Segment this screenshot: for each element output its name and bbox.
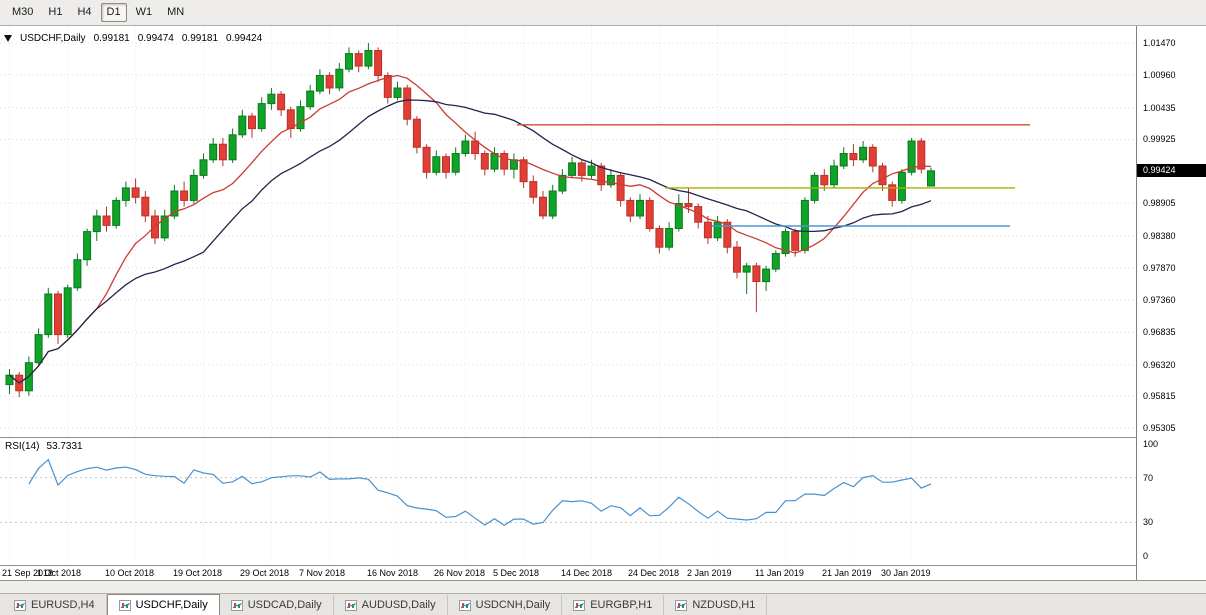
price-axis-label: 0.95305 bbox=[1143, 423, 1176, 433]
timeframe-button-h1[interactable]: H1 bbox=[42, 3, 68, 22]
rsi-grid bbox=[0, 438, 1136, 565]
date-axis-label: 2 Jan 2019 bbox=[687, 568, 732, 578]
rsi-line bbox=[28, 458, 932, 527]
price-axis-label: 0.99925 bbox=[1143, 134, 1176, 144]
tab-usdchf-daily[interactable]: USDCHF,Daily bbox=[106, 594, 220, 615]
rsi-axis-label: 100 bbox=[1143, 439, 1159, 449]
moving-average-line bbox=[9, 99, 932, 384]
price-axis-label: 1.00435 bbox=[1143, 103, 1176, 113]
tab-label: NZDUSD,H1 bbox=[692, 599, 756, 611]
tab-label: EURGBP,H1 bbox=[590, 599, 653, 611]
tab-eurgbp-h1[interactable]: EURGBP,H1 bbox=[562, 595, 665, 615]
rsi-value: 53.7331 bbox=[46, 441, 83, 452]
chart-ohlc-header: USDCHF,Daily 0.99181 0.99474 0.99181 0.9… bbox=[4, 33, 262, 44]
price-axis-label: 0.96835 bbox=[1143, 327, 1176, 337]
close-value: 0.99424 bbox=[226, 33, 263, 44]
symbol-label: USDCHF,Daily bbox=[20, 33, 86, 44]
chart-window: USDCHF,Daily 0.99181 0.99474 0.99181 0.9… bbox=[0, 26, 1206, 581]
mini-chart-icon bbox=[14, 599, 26, 611]
date-axis-label: 1 Oct 2018 bbox=[37, 568, 82, 578]
current-price-badge: 0.99424 bbox=[1137, 164, 1206, 177]
timeframe-button-mn[interactable]: MN bbox=[161, 3, 190, 22]
timeframe-button-h4[interactable]: H4 bbox=[71, 3, 97, 22]
chart-tabs-bar: EURUSD,H4 USDCHF,Daily USDCAD,Daily AUDU… bbox=[0, 593, 1206, 615]
tab-label: EURUSD,H4 bbox=[31, 599, 95, 611]
mini-chart-icon bbox=[675, 599, 688, 611]
mini-chart-icon bbox=[230, 599, 243, 611]
tab-eurusd-h4[interactable]: EURUSD,H4 bbox=[3, 595, 107, 615]
horizontal-line-objects bbox=[517, 124, 1030, 227]
price-axis-label: 0.95815 bbox=[1143, 391, 1176, 401]
price-axis-label: 0.96320 bbox=[1143, 360, 1176, 370]
date-axis-label: 7 Nov 2018 bbox=[299, 568, 346, 578]
bottom-strip bbox=[0, 581, 1206, 593]
date-axis-label: 29 Oct 2018 bbox=[240, 568, 290, 578]
tab-label: USDCHF,Daily bbox=[135, 599, 208, 611]
price-axis-label: 0.98380 bbox=[1143, 231, 1176, 241]
price-grid bbox=[0, 26, 1136, 437]
date-axis-label: 14 Dec 2018 bbox=[561, 568, 613, 578]
price-axis-label: 1.00960 bbox=[1143, 70, 1176, 80]
rsi-name: RSI(14) bbox=[5, 441, 40, 452]
tab-audusd-daily[interactable]: AUDUSD,Daily bbox=[334, 595, 448, 615]
date-axis-label: 21 Sep 2018 bbox=[2, 568, 54, 578]
rsi-indicator-header: RSI(14) 53.7331 bbox=[5, 441, 83, 452]
price-axis-label: 1.01470 bbox=[1143, 38, 1176, 48]
date-axis-label: 26 Nov 2018 bbox=[434, 568, 486, 578]
mini-chart-icon bbox=[118, 599, 131, 611]
price-chart-canvas[interactable] bbox=[0, 26, 1136, 437]
tab-label: USDCAD,Daily bbox=[247, 599, 322, 611]
chart-marker-icon bbox=[4, 35, 12, 42]
moving-average-line bbox=[9, 74, 932, 384]
date-axis-label: 10 Oct 2018 bbox=[105, 568, 155, 578]
price-axis-label: 0.98905 bbox=[1143, 198, 1176, 208]
date-axis-label: 5 Dec 2018 bbox=[493, 568, 540, 578]
rsi-axis-label: 70 bbox=[1143, 473, 1154, 483]
rsi-axis-label: 0 bbox=[1143, 551, 1149, 561]
tab-usdcad-daily[interactable]: USDCAD,Daily bbox=[220, 595, 334, 615]
date-axis-label: 19 Oct 2018 bbox=[173, 568, 223, 578]
candles-layer bbox=[5, 43, 935, 398]
price-axis-label: 0.97870 bbox=[1143, 263, 1176, 273]
timeframe-button-m30[interactable]: M30 bbox=[6, 3, 39, 22]
mini-chart-icon bbox=[573, 599, 586, 611]
timeframe-button-w1[interactable]: W1 bbox=[130, 3, 159, 22]
pane-separator[interactable] bbox=[0, 437, 1206, 438]
open-value: 0.99181 bbox=[93, 33, 130, 44]
date-axis-label: 16 Nov 2018 bbox=[367, 568, 419, 578]
timeframe-toolbar: M30 H1 H4 D1 W1 MN bbox=[0, 0, 1206, 26]
high-value: 0.99474 bbox=[137, 33, 174, 44]
low-value: 0.99181 bbox=[181, 33, 219, 44]
price-axis[interactable]: 1.01470 1.00960 1.00435 0.99925 0.98905 0.983… bbox=[1136, 26, 1206, 580]
rsi-axis-label: 30 bbox=[1143, 517, 1154, 527]
mini-chart-icon bbox=[344, 599, 357, 611]
tab-label: USDCNH,Daily bbox=[475, 599, 551, 611]
tab-nzdusd-h1[interactable]: NZDUSD,H1 bbox=[664, 595, 768, 615]
pane-separator bbox=[0, 565, 1206, 566]
date-axis-label: 11 Jan 2019 bbox=[755, 568, 804, 578]
mini-chart-icon bbox=[458, 599, 471, 611]
tab-usdcnh-daily[interactable]: USDCNH,Daily bbox=[448, 595, 563, 615]
tab-label: AUDUSD,Daily bbox=[361, 599, 436, 611]
timeframe-button-d1[interactable]: D1 bbox=[100, 3, 127, 22]
price-axis-label: 0.97360 bbox=[1143, 295, 1176, 305]
rsi-canvas[interactable] bbox=[0, 438, 1136, 565]
date-axis-label: 24 Dec 2018 bbox=[628, 568, 680, 578]
date-axis-label: 21 Jan 2019 bbox=[822, 568, 872, 578]
time-axis[interactable]: 21 Sep 2018 1 Oct 2018 10 Oct 2018 19 Oct 2… bbox=[0, 567, 1136, 580]
date-axis-label: 30 Jan 2019 bbox=[881, 568, 931, 578]
